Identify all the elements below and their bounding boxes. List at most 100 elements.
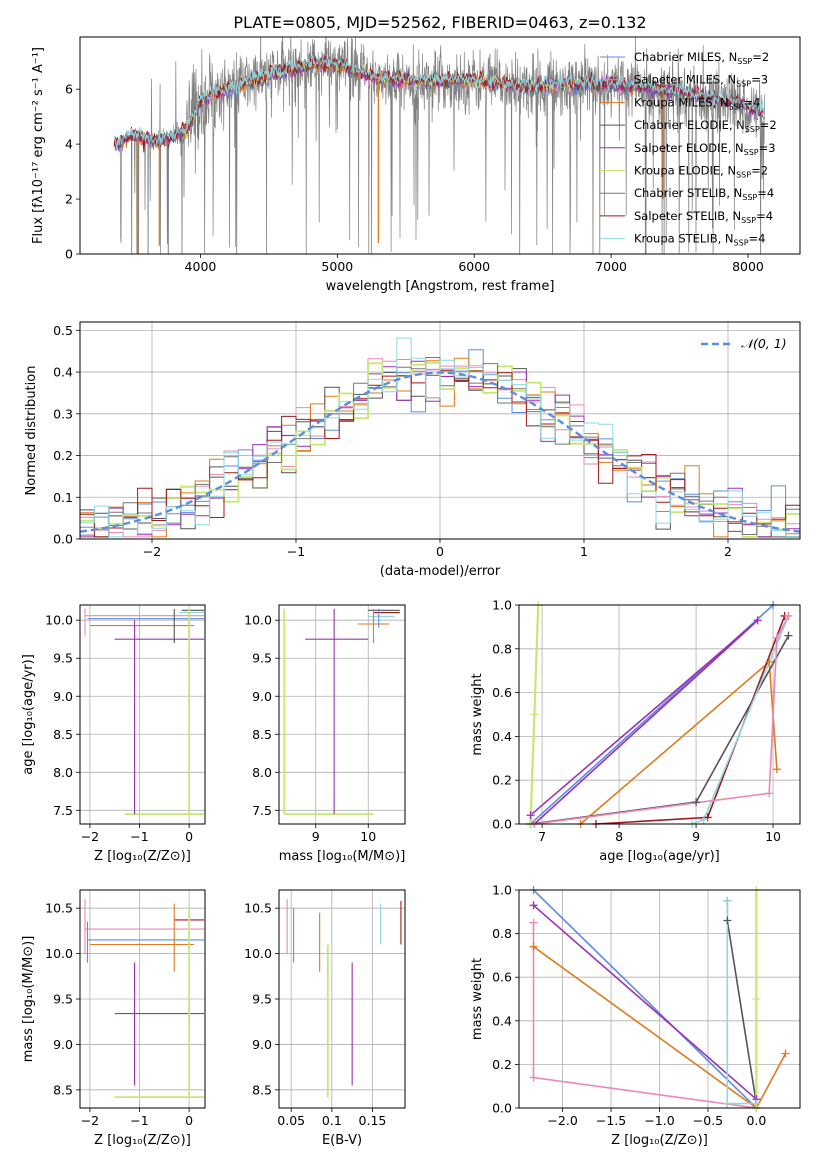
legend-label-model: Kroupa MILES, N xyxy=(634,95,729,109)
age-vs-mass-ytick-label: 9.5 xyxy=(252,651,272,666)
figure-title: PLATE=0805, MJD=52562, FIBERID=0463, z=0… xyxy=(233,13,646,32)
spectrum-plot-area xyxy=(113,37,765,254)
residuals-xtick-label: 1 xyxy=(580,544,588,559)
spectrum-ytick-label: 2 xyxy=(65,192,73,207)
age-vs-mass-x-axis-label: mass [log₁₀(M/M⊙)] xyxy=(279,849,406,864)
age-vs-Z-ytick-label: 7.5 xyxy=(53,803,73,818)
age-vs-Z-ytick-label: 8.0 xyxy=(53,765,73,780)
mass-weight-marker-kroupa-miles xyxy=(781,1049,790,1058)
legend-label-model: Kroupa ELODIE, N xyxy=(634,164,736,178)
massweight-vs-Z-ytick-label: 0.8 xyxy=(492,926,512,941)
legend-label-subscript: SSP xyxy=(742,193,757,202)
age-vs-mass-frame xyxy=(278,604,406,825)
residuals-ytick-label: 0.5 xyxy=(53,323,73,338)
mass-vs-EBV-xtick-label: 0.1 xyxy=(322,1113,342,1128)
mass-weight-marker-chabrier-elodie xyxy=(723,916,732,925)
legend-label-count: =4 xyxy=(756,209,773,223)
massweight-vs-age-ytick-label: 0.4 xyxy=(492,729,512,744)
mass-weight-marker-salpeter-miles xyxy=(529,918,538,927)
residuals-xtick-label: 2 xyxy=(724,544,732,559)
massweight-vs-Z-x-axis-label: Z [log₁₀(Z/Z⊙)] xyxy=(611,1133,708,1148)
mass-vs-EBV-frame xyxy=(278,889,406,1109)
mass-vs-EBV-plot-area xyxy=(286,899,402,1098)
legend-label-subscript: SSP xyxy=(745,125,760,134)
residuals-ytick-label: 0.3 xyxy=(53,406,73,421)
mass-weight-marker-kroupa-stelib xyxy=(699,815,708,824)
massweight-vs-age-ytick-label: 0.8 xyxy=(492,641,512,656)
mass-weight-marker-salpeter-elodie xyxy=(529,901,538,910)
legend-label-subscript: SSP xyxy=(741,216,756,225)
mass-weight-line-salpeter-miles xyxy=(534,615,790,824)
age-vs-mass-xtick-label: 10 xyxy=(360,829,376,844)
age-vs-Z-ytick-label: 9.5 xyxy=(53,651,73,666)
massweight-vs-age-y-axis-label: mass weight xyxy=(470,673,485,755)
residuals-xtick-label: −2 xyxy=(143,544,161,559)
residuals-xtick-label: −1 xyxy=(287,544,305,559)
age-vs-Z-ytick-label: 8.5 xyxy=(53,727,73,742)
normal-pdf-curve xyxy=(80,371,800,533)
massweight-vs-age-x-axis-label: age [log₁₀(age/yr)] xyxy=(599,849,720,864)
age-vs-Z-axes: −2 −1 0 7.5 8.0 8.5 9.0 9.5 10.0 Z [log₁₀(Z/Z⊙)] a… xyxy=(21,604,206,864)
legend-label-count: =4 xyxy=(744,95,761,109)
age-vs-mass-ytick-label: 9.0 xyxy=(252,689,272,704)
mass-vs-EBV-xtick-label: 0.05 xyxy=(277,1113,305,1128)
mass-weight-marker-kroupa-miles xyxy=(765,657,774,666)
age-vs-Z-xtick-label: −2 xyxy=(81,829,99,844)
massweight-vs-age-ytick-label: 0.6 xyxy=(492,685,512,700)
legend-label-chabrier-miles: Chabrier MILES, NSSP=2 xyxy=(634,50,769,66)
residuals-plot-area xyxy=(80,337,800,538)
residuals-xtick-label: 0 xyxy=(436,544,444,559)
legend-label-count: =3 xyxy=(759,141,776,155)
mass-weight-marker-kroupa-elodie xyxy=(530,710,539,719)
mass-weight-marker-salpeter-miles xyxy=(529,1073,538,1082)
mass-weight-marker-kroupa-stelib xyxy=(723,1099,732,1108)
spectrum-xtick-label: 6000 xyxy=(458,259,490,274)
spectrum-axes: 4000 5000 6000 7000 8000 0 2 4 6 wavelength [Angs… xyxy=(31,36,801,294)
residuals-y-axis-label: Normed distribution xyxy=(24,366,39,496)
age-vs-mass-plot-area xyxy=(283,608,400,816)
legend-label-model: Chabrier ELODIE, N xyxy=(634,118,745,132)
mass-weight-marker-salpeter-miles xyxy=(772,633,781,642)
legend-label-count: =2 xyxy=(751,164,768,178)
legend-label-count: =3 xyxy=(751,73,768,87)
legend-label-normal: 𝒩(0, 1) xyxy=(741,336,787,351)
spectrum-ytick-label: 4 xyxy=(65,137,73,152)
massweight-vs-Z-xtick-label: −1.0 xyxy=(644,1113,674,1128)
age-vs-Z-ytick-label: 10.0 xyxy=(45,613,73,628)
mass-weight-line-kroupa-miles xyxy=(533,946,787,1108)
mass-vs-Z-ytick-label: 10.5 xyxy=(45,901,73,916)
legend-label-model: Kroupa STELIB, N xyxy=(634,232,734,246)
observed-spectrum-line xyxy=(113,37,765,254)
legend-label-model: Chabrier MILES, N xyxy=(634,50,737,64)
massweight-vs-Z-y-axis-label: mass weight xyxy=(470,958,485,1040)
mass-vs-Z-frame xyxy=(79,889,206,1109)
mass-weight-line-salpeter-elodie xyxy=(532,904,757,1100)
legend-label-model: Salpeter ELODIE, N xyxy=(634,141,744,155)
spectrum-x-axis-label: wavelength [Angstrom, rest frame] xyxy=(326,279,555,294)
legend-label-kroupa-elodie: Kroupa ELODIE, NSSP=2 xyxy=(634,164,768,180)
legend-label-count: =2 xyxy=(752,50,769,64)
mass-vs-Z-ytick-label: 10.0 xyxy=(45,946,73,961)
mass-weight-marker-salpeter-elodie xyxy=(526,811,535,820)
age-vs-mass-ytick-label: 8.0 xyxy=(252,765,272,780)
massweight-vs-Z-xtick-label: −1.5 xyxy=(596,1113,626,1128)
age-vs-mass-ytick-label: 10.0 xyxy=(244,613,272,628)
legend-label-salpeter-miles: Salpeter MILES, NSSP=3 xyxy=(634,73,768,89)
mass-vs-Z-xtick-label: −1 xyxy=(130,1113,148,1128)
mass-weight-marker-kroupa-miles xyxy=(772,765,781,774)
mass-vs-Z-axes: −2 −1 0 8.5 9.0 9.5 10.0 10.5 Z [log₁₀(Z/Z⊙)] mas… xyxy=(21,889,206,1148)
age-vs-Z-y-axis-label: age [log₁₀(age/yr)] xyxy=(21,654,36,775)
massweight-vs-Z-xtick-label: −2.0 xyxy=(547,1113,577,1128)
massweight-vs-age-frame xyxy=(518,604,801,825)
mass-vs-EBV-axes: 0.05 0.1 0.15 8.5 9.0 9.5 10.0 10.5 E(B-V) xyxy=(244,889,406,1148)
massweight-vs-Z-xtick-label: −0.5 xyxy=(693,1113,723,1128)
legend-label-salpeter-stelib: Salpeter STELIB, NSSP=4 xyxy=(634,209,773,225)
massweight-vs-Z-frame xyxy=(518,889,801,1109)
mass-vs-Z-xtick-label: −2 xyxy=(81,1113,99,1128)
mass-weight-marker-kroupa-stelib xyxy=(723,896,732,905)
legend-label-subscript: SSP xyxy=(736,80,751,89)
spectrum-ytick-label: 0 xyxy=(65,247,73,262)
spectrum-frame xyxy=(79,36,801,255)
